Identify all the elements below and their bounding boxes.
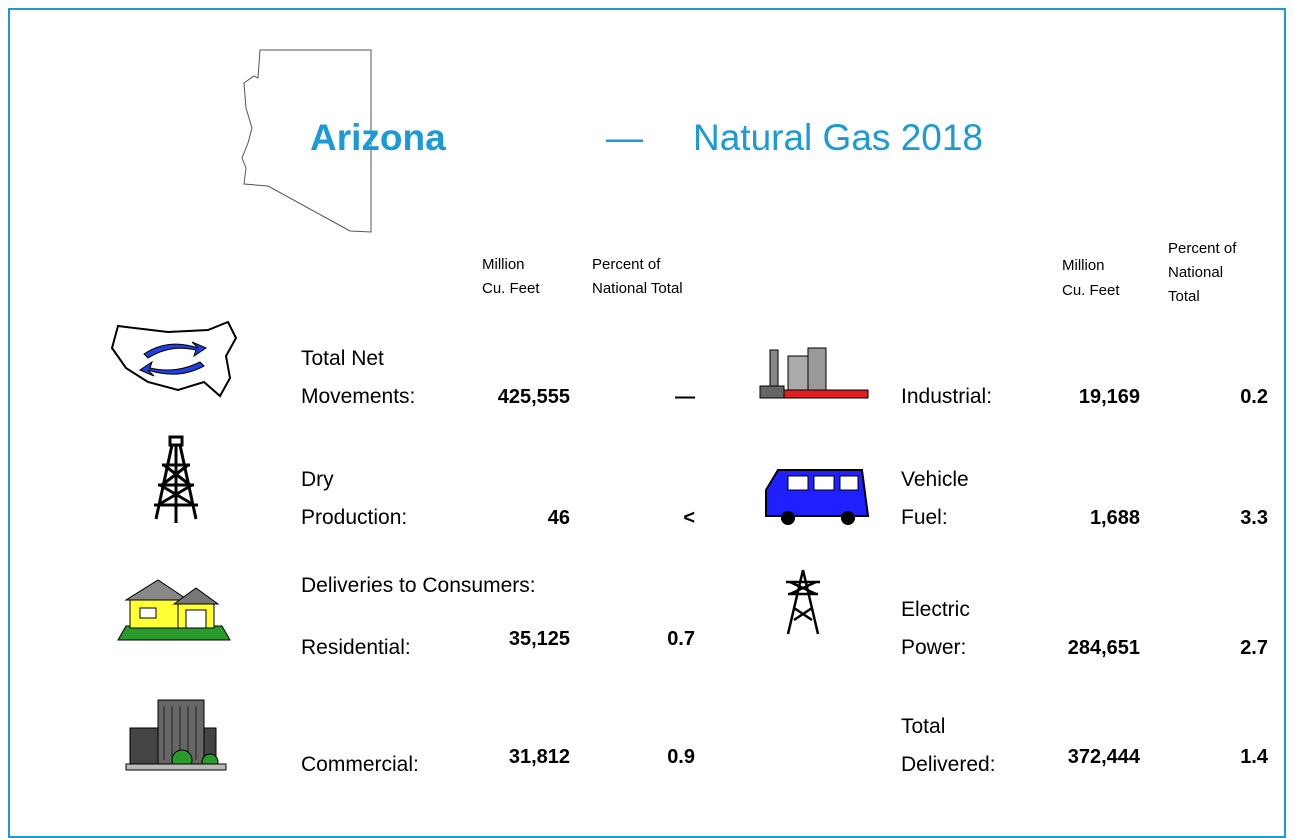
header-line: Percent of — [1168, 240, 1237, 257]
row-label: Electric — [901, 598, 970, 621]
header-line: Percent of — [592, 256, 661, 273]
percent-value: < — [683, 507, 695, 529]
header-line: Cu. Feet — [482, 280, 540, 297]
volume-value: 35,125 — [508, 628, 570, 650]
percent-value: 2.7 — [1240, 637, 1268, 659]
percent-value: 0.9 — [667, 746, 695, 768]
percent-value: 0.2 — [1240, 386, 1268, 408]
header-line: Million — [482, 256, 525, 273]
building-icon — [125, 699, 227, 771]
header-line: Total — [1168, 288, 1200, 305]
volume-value: 425,555 — [497, 386, 570, 408]
volume-value: 372,444 — [1067, 746, 1140, 768]
row-label: Vehicle — [901, 468, 969, 491]
page: Arizona — Natural Gas 2018 Million Cu. F… — [8, 8, 1286, 838]
volume-value: 19,169 — [1078, 386, 1140, 408]
van-icon — [765, 469, 870, 525]
percent-value: 3.3 — [1240, 507, 1268, 529]
row-label: Total — [901, 715, 946, 738]
volume-value: 31,812 — [508, 746, 570, 768]
title-dash: — — [606, 117, 643, 158]
header-line: National Total — [592, 280, 683, 297]
house-icon — [117, 579, 231, 641]
header-line: Cu. Feet — [1062, 282, 1120, 299]
row-label: Commercial: — [301, 753, 419, 776]
row-label: Deliveries to Consumers: — [301, 574, 536, 597]
row-label: Dry — [301, 468, 334, 491]
row-label: Total Net — [301, 347, 384, 370]
percent-value: — — [675, 386, 695, 408]
row-label: Residential: — [301, 636, 411, 659]
row-label: Industrial: — [901, 385, 993, 408]
row-label: Delivered: — [901, 753, 996, 776]
row-label: Production: — [301, 506, 408, 529]
header-line: National — [1168, 264, 1224, 281]
row-label: Power: — [901, 636, 967, 659]
column-header: Percent of National Total — [1168, 240, 1236, 306]
column-header: Percent of National Total — [592, 256, 683, 298]
percent-value: 1.4 — [1240, 746, 1268, 768]
title-state: Arizona — [310, 117, 446, 158]
row-label: Fuel: — [901, 506, 948, 529]
factory-icon — [759, 347, 869, 399]
percent-value: 0.7 — [667, 628, 695, 650]
us-map-icon — [110, 320, 238, 398]
title-subject: Natural Gas 2018 — [693, 117, 984, 158]
state-outline — [241, 49, 372, 233]
volume-value: 46 — [547, 507, 570, 529]
column-header: Million Cu. Feet — [482, 256, 540, 298]
header-line: Million — [1062, 257, 1105, 274]
volume-value: 284,651 — [1067, 637, 1140, 659]
row-label: Movements: — [301, 385, 416, 408]
power-tower-icon — [786, 569, 820, 635]
column-header: Million Cu. Feet — [1062, 257, 1120, 300]
derrick-icon — [154, 435, 198, 523]
volume-value: 1,688 — [1089, 507, 1140, 529]
